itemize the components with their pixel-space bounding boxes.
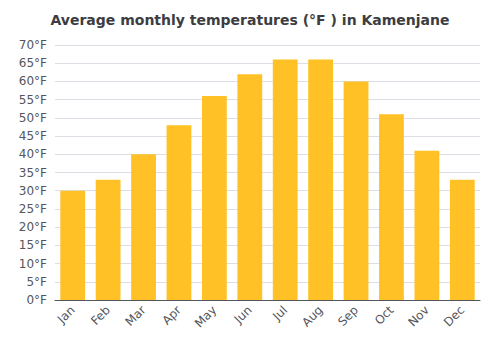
svg-text:Jun: Jun [231,303,255,327]
svg-text:20°F: 20°F [19,220,47,234]
svg-text:Sep: Sep [335,303,361,329]
svg-text:Jul: Jul [269,303,290,324]
svg-text:25°F: 25°F [19,202,47,216]
svg-text:65°F: 65°F [19,56,47,70]
svg-text:5°F: 5°F [26,275,47,289]
svg-text:Aug: Aug [299,303,325,329]
svg-text:45°F: 45°F [19,129,47,143]
svg-text:May: May [192,303,219,330]
svg-text:35°F: 35°F [19,166,47,180]
svg-text:15°F: 15°F [19,238,47,252]
svg-text:Nov: Nov [405,303,431,329]
svg-text:Jan: Jan [54,303,78,327]
svg-text:Average monthly temperatures (: Average monthly temperatures (°F ) in Ka… [50,12,449,28]
svg-text:50°F: 50°F [19,111,47,125]
svg-text:0°F: 0°F [26,293,47,307]
svg-text:Apr: Apr [159,303,184,328]
svg-text:70°F: 70°F [19,38,47,52]
svg-text:Dec: Dec [441,303,467,329]
svg-text:Mar: Mar [123,303,149,329]
svg-text:Oct: Oct [372,303,397,328]
svg-text:10°F: 10°F [19,257,47,271]
svg-text:40°F: 40°F [19,147,47,161]
svg-text:55°F: 55°F [19,93,47,107]
svg-text:60°F: 60°F [19,74,47,88]
svg-text:30°F: 30°F [19,184,47,198]
svg-text:Feb: Feb [88,303,113,328]
